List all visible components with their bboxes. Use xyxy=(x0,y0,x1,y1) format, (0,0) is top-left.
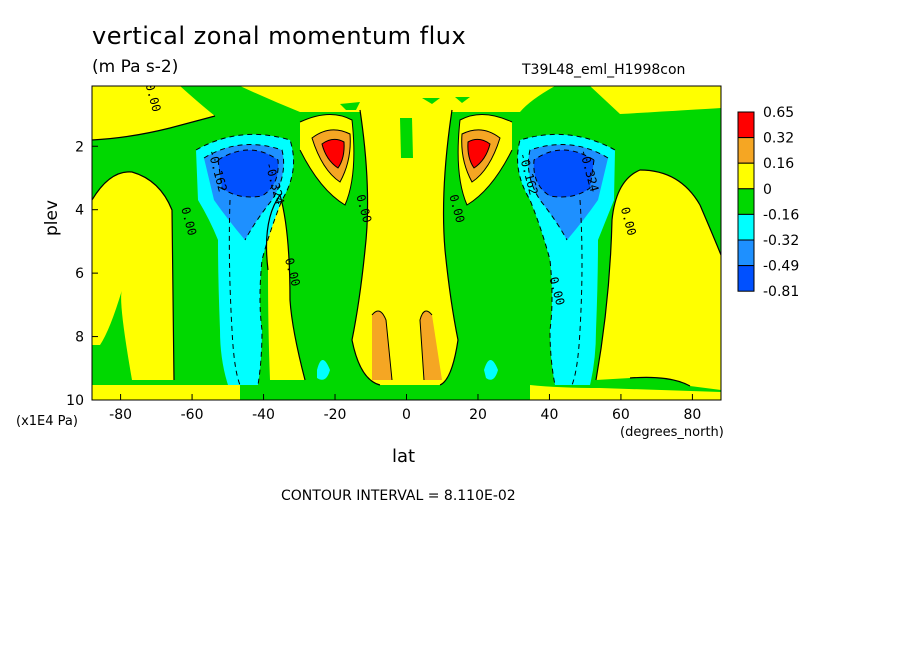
fill-yellow-nw-corner xyxy=(92,86,215,140)
colorbar-label: -0.81 xyxy=(763,284,799,300)
colorbar-swatch xyxy=(737,188,755,215)
colorbar-label: -0.49 xyxy=(763,259,799,275)
fill-green-top-right-spot xyxy=(422,98,440,104)
fill-yellow-top-center xyxy=(240,86,555,112)
y-tick-label: 6 xyxy=(75,266,84,282)
x-tick-label: 20 xyxy=(469,407,487,423)
x-tick-label: -40 xyxy=(252,407,275,423)
zero-contours xyxy=(92,109,721,387)
fill-yellow-east xyxy=(596,170,721,390)
y-tick-label: 4 xyxy=(75,203,84,219)
fill-orange-lower-left xyxy=(372,311,392,380)
contour-interval-label: CONTOUR INTERVAL = 8.110E-02 xyxy=(281,488,516,504)
fill-yellow-sw-tongue xyxy=(266,195,305,380)
fill-blue-nh xyxy=(533,150,594,197)
fill-green-top-left-spot xyxy=(340,102,360,110)
x-axis-label: lat xyxy=(392,446,416,467)
fill-green-equator-blob xyxy=(400,118,413,158)
colorbar-swatch xyxy=(737,239,755,267)
colorbar-label: -0.32 xyxy=(763,233,799,249)
fill-blue-sh xyxy=(218,150,279,197)
x-tick-label: -20 xyxy=(324,407,347,423)
fill-cyan-small-nh xyxy=(484,360,498,380)
y-axis-unit: (x1E4 Pa) xyxy=(16,414,78,429)
contour-pos-lower-left xyxy=(371,310,393,381)
fill-green-sw-spot xyxy=(92,366,129,384)
fill-green-top-spot-2 xyxy=(455,97,470,103)
contour-pos-nh-1 xyxy=(457,114,513,206)
contour-zero-west xyxy=(92,171,175,381)
x-tick-label: 40 xyxy=(541,407,559,423)
x-axis: -80 -60 -40 -20 0 20 40 60 80 xyxy=(109,394,701,423)
y-axis-label: plev xyxy=(42,199,62,236)
y-axis: 2 4 6 8 10 xyxy=(66,139,98,409)
x-tick-label: -60 xyxy=(181,407,204,423)
x-tick-label: 80 xyxy=(683,407,701,423)
contour-neg-sh-4 xyxy=(228,199,241,386)
fill-yellow-ne-corner xyxy=(590,86,721,114)
y-tick-label: 10 xyxy=(66,393,84,409)
x-tick-label: 0 xyxy=(402,407,411,423)
chart-title: vertical zonal momentum flux xyxy=(92,22,467,50)
colorbar-label: 0.65 xyxy=(763,105,794,121)
fill-yellow-sw-strip xyxy=(92,385,240,400)
contour-zero-nw xyxy=(92,115,216,141)
contour-neg-nh-2 xyxy=(527,144,609,241)
contour-pos-lower-right xyxy=(419,310,433,381)
fill-red-sh-core xyxy=(322,139,345,168)
run-id-label: T39L48_eml_H1998con xyxy=(522,62,686,78)
fill-cyan-small-sh xyxy=(317,360,330,380)
colorbar-label: -0.16 xyxy=(763,207,799,223)
fill-yellow-se-strip xyxy=(530,385,721,400)
contour-neg-nh-3 xyxy=(533,149,595,198)
contour-pos-sh-2 xyxy=(311,129,351,183)
contour-pos-nh-2 xyxy=(461,129,501,183)
contour-zero-equator-right xyxy=(439,109,459,386)
fill-red-nh-core xyxy=(467,139,490,168)
colorbar-label: 0.32 xyxy=(763,131,794,147)
y-tick-label: 8 xyxy=(75,330,84,346)
negative-contours xyxy=(195,133,616,386)
contour-pos-sh-3 xyxy=(321,138,345,169)
colorbar-swatch xyxy=(737,213,755,241)
x-axis-unit: (degrees_north) xyxy=(620,425,724,440)
colorbar-legend: 0.65 0.32 0.16 0 -0.16 -0.32 -0.49 -0.81 xyxy=(737,105,799,300)
contour-zero-east xyxy=(595,169,721,381)
contour-pos-nh-3 xyxy=(467,138,491,169)
contour-neg-nh-1 xyxy=(517,133,616,386)
contour-zero-se xyxy=(629,376,691,387)
colorbar-swatch xyxy=(737,265,755,292)
fill-yellow-west xyxy=(92,171,174,380)
colorbar-label: 0.16 xyxy=(763,156,794,172)
fill-orange-lower-right xyxy=(420,311,442,380)
contour-zero-equator-left xyxy=(351,109,381,386)
contour-pos-sh-1 xyxy=(299,114,355,206)
colorbar-swatch xyxy=(737,137,755,164)
colorbar-swatch xyxy=(737,162,755,190)
positive-contours xyxy=(299,114,513,381)
x-tick-label: -80 xyxy=(109,407,132,423)
colorbar-swatch xyxy=(737,111,755,139)
y-tick-label: 2 xyxy=(75,139,84,155)
colorbar-label: 0 xyxy=(763,182,772,198)
x-tick-label: 60 xyxy=(612,407,630,423)
chart-units: (m Pa s-2) xyxy=(92,57,179,77)
contour-neg-nh-4 xyxy=(571,199,583,386)
contour-neg-sh-3 xyxy=(217,149,279,198)
contour-neg-sh-2 xyxy=(203,144,285,241)
contour-zero-sw-tongue xyxy=(265,193,306,381)
